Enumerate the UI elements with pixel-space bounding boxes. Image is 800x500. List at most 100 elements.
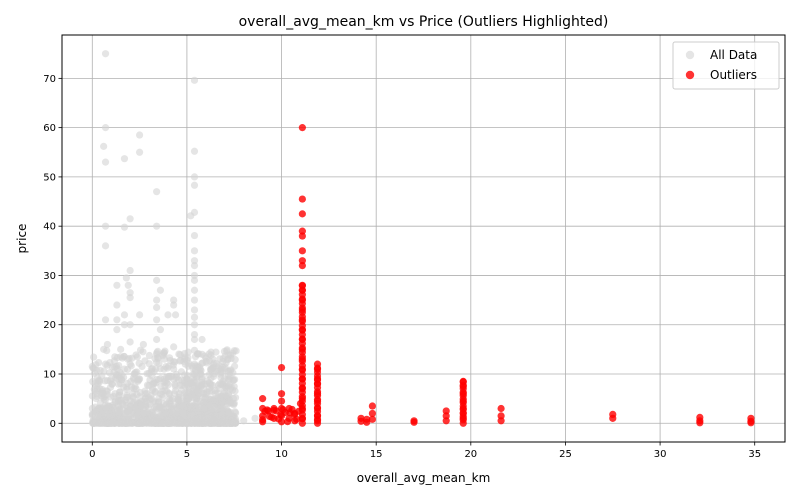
all-data-point — [210, 372, 218, 381]
outlier-point — [259, 395, 267, 403]
all-data-point — [217, 404, 225, 413]
all-data-point — [139, 348, 147, 356]
all-data-point — [224, 382, 233, 390]
all-data-point — [126, 294, 134, 302]
all-data-point — [225, 367, 233, 375]
all-data-point — [133, 390, 141, 399]
all-data-point — [120, 383, 128, 391]
all-data-point — [132, 351, 140, 359]
all-data-point — [190, 271, 199, 280]
all-data-point — [120, 311, 129, 319]
all-data-point — [113, 301, 121, 309]
all-data-point — [190, 173, 199, 181]
all-data-point — [118, 399, 127, 408]
all-data-point — [190, 313, 199, 321]
all-data-point — [220, 347, 229, 355]
outlier-point — [497, 412, 505, 420]
all-data-point — [126, 215, 134, 223]
all-data-point — [139, 340, 147, 349]
all-data-point — [160, 375, 168, 383]
all-data-point — [224, 390, 233, 398]
all-data-point — [145, 360, 153, 368]
all-data-point — [159, 352, 167, 360]
all-data-point — [190, 306, 199, 314]
x-tick-label: 30 — [654, 449, 667, 460]
all-data-point — [105, 409, 113, 418]
y-tick-label: 50 — [43, 172, 56, 183]
all-data-point — [113, 326, 121, 334]
all-data-point — [218, 363, 226, 371]
all-data-point — [156, 390, 165, 398]
outlier-point — [298, 262, 306, 270]
all-data-point — [219, 377, 227, 385]
outlier-point — [747, 419, 755, 427]
all-data-point — [190, 335, 199, 344]
all-data-point — [221, 414, 229, 422]
all-data-point — [170, 301, 178, 309]
y-tick-label: 60 — [43, 123, 56, 134]
y-axis-label: price — [15, 224, 29, 254]
outlier-point — [497, 404, 505, 413]
legend-label-all-data: All Data — [710, 48, 757, 62]
all-data-point — [92, 390, 100, 398]
all-data-point — [122, 274, 130, 282]
all-data-point — [155, 376, 163, 384]
all-data-point — [115, 409, 123, 418]
all-data-point — [119, 373, 128, 382]
all-data-point — [156, 286, 165, 294]
all-data-point — [130, 385, 138, 393]
outlier-point — [295, 407, 303, 415]
all-data-point — [190, 262, 199, 270]
outlier-point — [410, 418, 418, 426]
all-data-point — [92, 395, 100, 403]
all-data-point — [96, 417, 104, 425]
all-data-point — [192, 417, 200, 425]
all-data-point — [135, 311, 144, 319]
x-tick-label: 5 — [184, 449, 190, 460]
all-data-point — [190, 247, 199, 255]
all-data-point — [120, 365, 129, 373]
outlier-point — [298, 124, 306, 132]
all-data-point — [192, 385, 200, 393]
all-data-point — [145, 351, 154, 360]
all-data-point — [101, 50, 110, 58]
all-data-point — [194, 407, 202, 415]
all-data-point — [135, 375, 144, 383]
all-data-point — [177, 418, 185, 426]
all-data-point — [209, 418, 218, 426]
all-data-point — [216, 355, 224, 363]
all-data-point — [240, 417, 248, 425]
all-data-point — [100, 142, 108, 150]
all-data-point — [179, 409, 187, 418]
all-data-point — [223, 356, 232, 364]
all-data-point — [139, 409, 147, 418]
outlier-point — [363, 418, 371, 426]
all-data-point — [170, 405, 178, 413]
outlier-point — [442, 417, 450, 425]
points — [88, 50, 755, 427]
all-data-point — [224, 399, 233, 408]
all-data-point — [164, 417, 172, 425]
outlier-point — [442, 412, 450, 420]
outlier-point — [298, 210, 306, 218]
all-data-point — [171, 358, 179, 366]
all-data-point — [207, 365, 215, 373]
all-data-point — [181, 382, 189, 390]
all-data-point — [135, 148, 144, 156]
all-data-point — [190, 286, 199, 294]
outlier-point — [459, 378, 467, 386]
outlier-point — [313, 364, 322, 372]
all-data-point — [109, 418, 117, 426]
all-data-point — [162, 409, 170, 418]
all-data-point — [96, 385, 104, 393]
all-data-point — [107, 375, 115, 383]
all-data-point — [164, 311, 172, 319]
all-data-point — [185, 395, 193, 403]
all-data-point — [105, 404, 113, 413]
x-tick-label: 10 — [275, 449, 288, 460]
all-data-point — [150, 368, 158, 376]
legend-marker-outliers — [685, 70, 695, 80]
outlier-point — [277, 390, 286, 398]
all-data-point — [124, 393, 132, 401]
